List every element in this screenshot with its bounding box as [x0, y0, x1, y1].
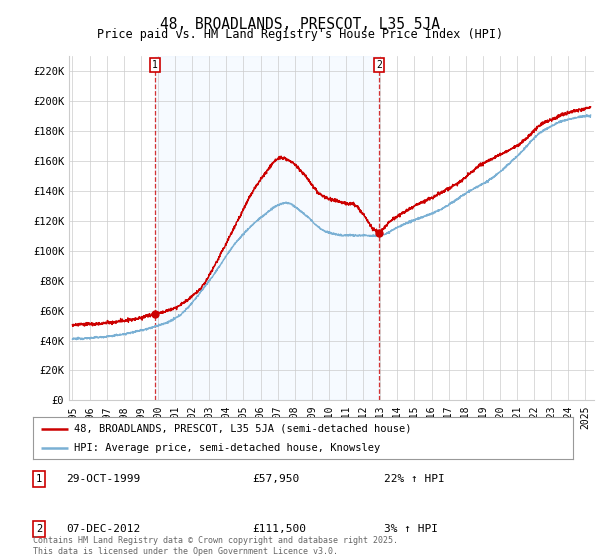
Text: 3% ↑ HPI: 3% ↑ HPI	[384, 524, 438, 534]
Bar	[155, 56, 379, 400]
Text: 29-OCT-1999: 29-OCT-1999	[66, 474, 140, 484]
Text: HPI: Average price, semi-detached house, Knowsley: HPI: Average price, semi-detached house,…	[74, 443, 380, 453]
Text: 1: 1	[36, 474, 42, 484]
Text: Contains HM Land Registry data © Crown copyright and database right 2025.
This d: Contains HM Land Registry data © Crown c…	[33, 536, 398, 556]
Text: 48, BROADLANDS, PRESCOT, L35 5JA (semi-detached house): 48, BROADLANDS, PRESCOT, L35 5JA (semi-d…	[74, 423, 411, 433]
Text: 2: 2	[36, 524, 42, 534]
Text: 2: 2	[376, 60, 382, 70]
Text: 22% ↑ HPI: 22% ↑ HPI	[384, 474, 445, 484]
Text: 07-DEC-2012: 07-DEC-2012	[66, 524, 140, 534]
Text: £111,500: £111,500	[252, 524, 306, 534]
Text: £57,950: £57,950	[252, 474, 299, 484]
Text: Price paid vs. HM Land Registry's House Price Index (HPI): Price paid vs. HM Land Registry's House …	[97, 28, 503, 41]
Text: 1: 1	[152, 60, 158, 70]
Text: 48, BROADLANDS, PRESCOT, L35 5JA: 48, BROADLANDS, PRESCOT, L35 5JA	[160, 17, 440, 32]
